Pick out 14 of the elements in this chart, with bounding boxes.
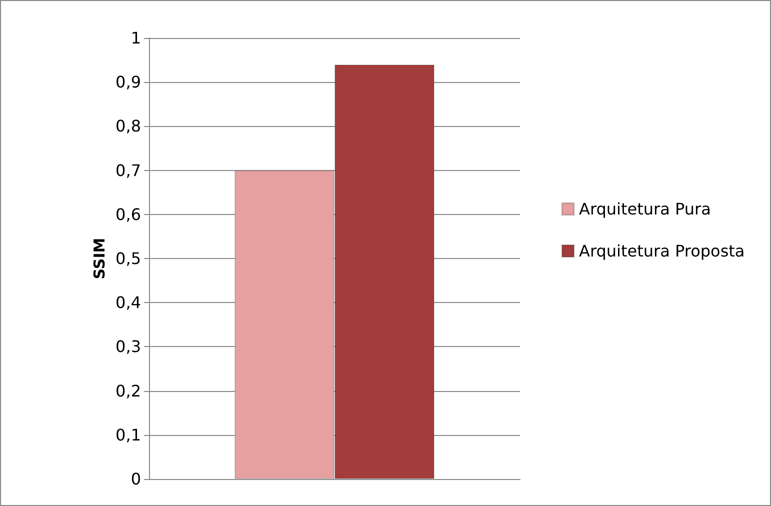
y-tick-label: 0,9 bbox=[116, 72, 141, 92]
y-tick-label: 0,4 bbox=[116, 293, 141, 312]
y-tick-label: 0,3 bbox=[116, 337, 141, 356]
y-tick-label: 1 bbox=[130, 28, 141, 48]
y-tick-label: 0,6 bbox=[116, 204, 141, 224]
legend-label: Arquitetura Proposta bbox=[579, 242, 745, 260]
y-axis-title: SSIM bbox=[90, 238, 108, 280]
y-tick-label: 0 bbox=[130, 470, 141, 488]
legend-label: Arquitetura Pura bbox=[579, 200, 711, 218]
y-tick-label: 0,5 bbox=[116, 249, 141, 268]
y-tick-label: 0,2 bbox=[116, 381, 141, 400]
y-tick-label: 0,1 bbox=[116, 425, 141, 444]
y-tick-label: 0,7 bbox=[116, 160, 141, 180]
y-tick-label: 0,8 bbox=[116, 116, 141, 136]
